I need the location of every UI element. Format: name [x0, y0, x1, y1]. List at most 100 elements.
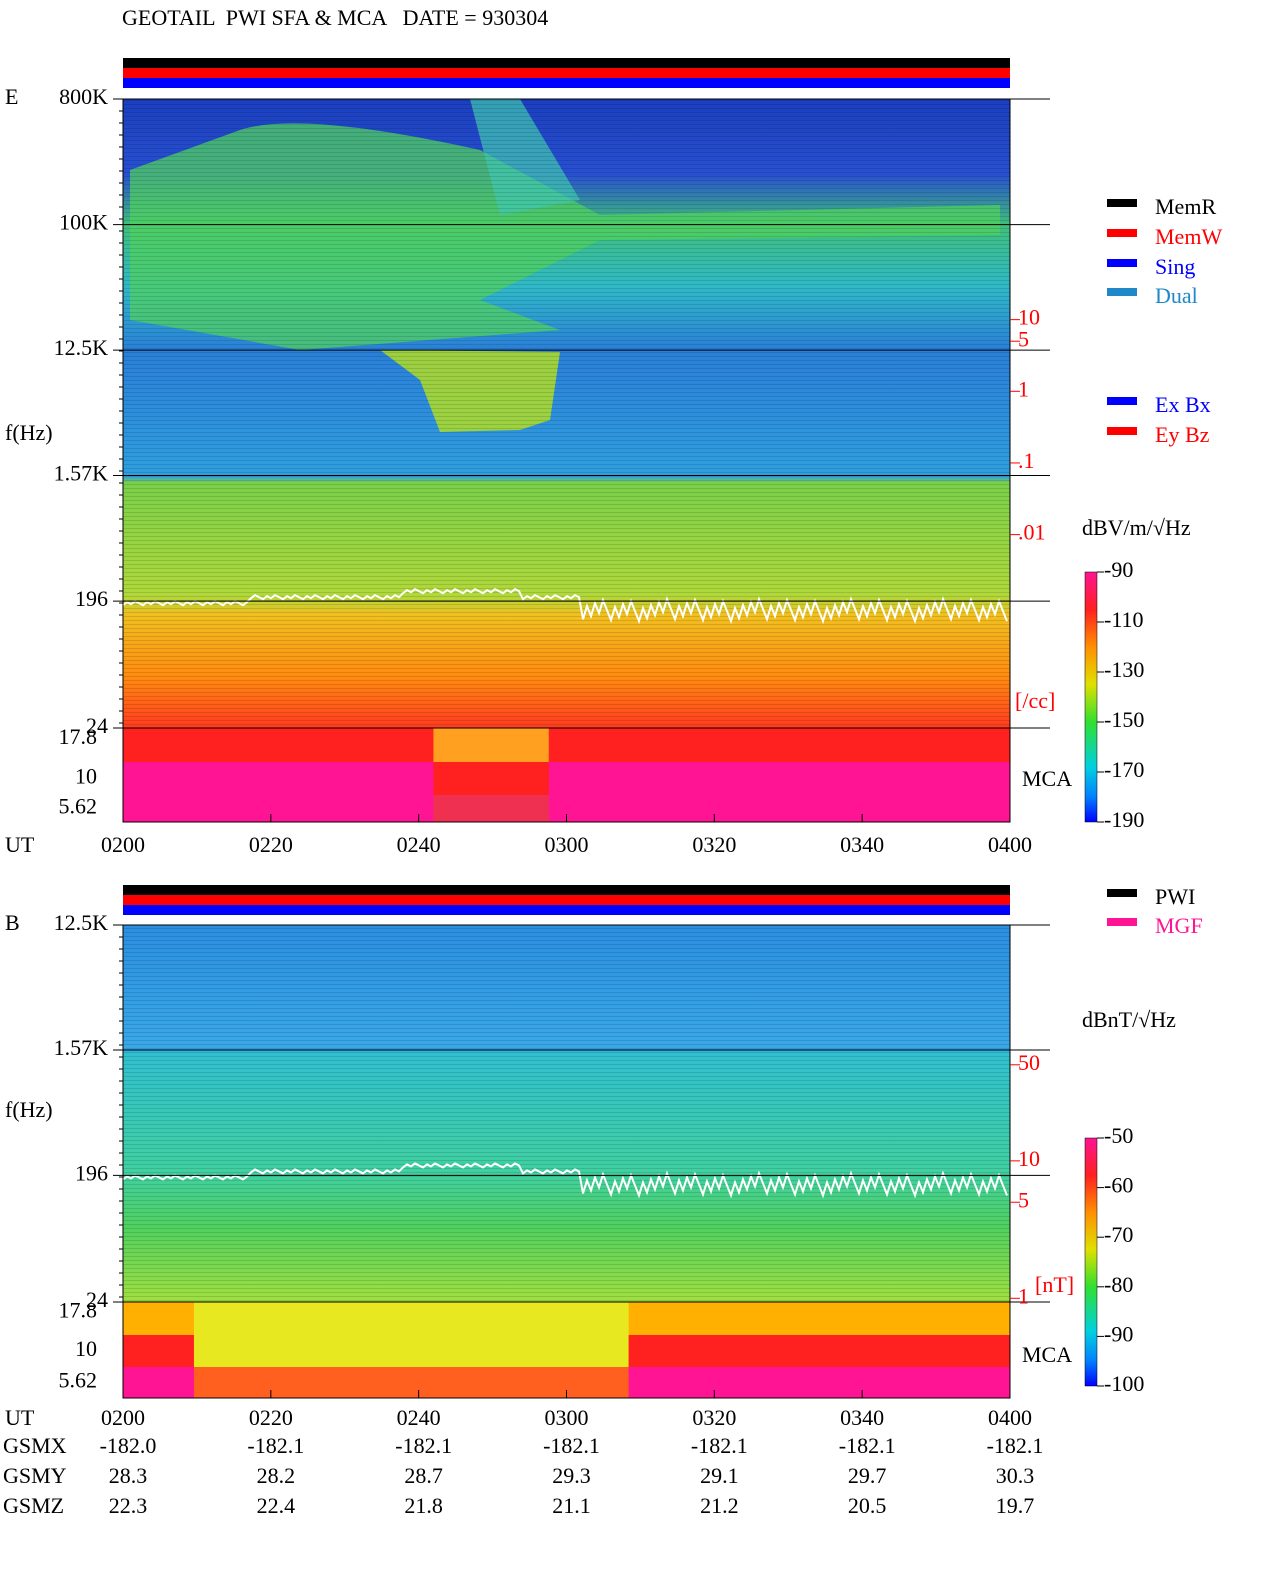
legend-swatch: [1107, 397, 1137, 405]
colorbar-tick-label: -60: [1104, 1173, 1133, 1198]
colorbar-tick-label: -100: [1104, 1371, 1144, 1396]
orbit-label: GSMX: [3, 1433, 67, 1458]
x-tick-label: 0320: [692, 1405, 736, 1430]
status-bar: [123, 905, 1010, 915]
orbit-value: 28.7: [404, 1463, 443, 1488]
x-tick-label: 0200: [101, 1405, 145, 1430]
x-axis-label: UT: [5, 832, 35, 857]
mca-cell: [123, 728, 1010, 762]
x-tick-label: 0300: [545, 1405, 589, 1430]
y-tick-label: 196: [75, 1160, 108, 1185]
texture: [123, 99, 1010, 728]
colorbar-tick-label: -50: [1104, 1123, 1133, 1148]
y2-tick-label: 50: [1018, 1050, 1040, 1075]
orbit-value: 21.2: [700, 1493, 739, 1518]
texture: [123, 925, 1010, 1302]
mca-tick-label: 17.8: [59, 724, 98, 749]
orbit-value: 28.2: [257, 1463, 296, 1488]
y-tick-label: 24: [86, 713, 108, 738]
x-tick-label: 0400: [988, 832, 1032, 857]
colorbar: [1084, 571, 1098, 823]
orbit-value: 21.8: [404, 1493, 443, 1518]
legend-label: Ey Bz: [1155, 422, 1210, 447]
x-tick-label: 0200: [101, 832, 145, 857]
legend-swatch: [1107, 918, 1137, 926]
x-axis-label: UT: [5, 1405, 35, 1430]
plasma-line: [122, 587, 1008, 625]
x-tick-label: 0340: [840, 832, 884, 857]
x-tick-label: 0300: [545, 832, 589, 857]
colorbar-tick-label: -150: [1104, 707, 1144, 732]
orbit-value: 29.3: [552, 1463, 591, 1488]
y2-unit: [nT]: [1035, 1272, 1074, 1297]
legend-label: Ex Bx: [1155, 392, 1211, 417]
orbit-value: 20.5: [848, 1493, 887, 1518]
legend-label: Dual: [1155, 283, 1198, 308]
mca-tick-label: 10: [75, 764, 97, 789]
mca-cell: [433, 728, 549, 762]
legend-label: MGF: [1155, 913, 1203, 938]
y-tick-label: 1.57K: [54, 1035, 109, 1060]
orbit-value: -182.1: [395, 1433, 452, 1458]
y2-tick-label: .1: [1018, 448, 1035, 473]
x-tick-label: 0240: [397, 832, 441, 857]
orbit-label: GSMZ: [3, 1493, 64, 1518]
y2-tick-label: 5: [1018, 326, 1029, 351]
mca-tick-label: 17.8: [59, 1298, 98, 1323]
legend-label: MemW: [1155, 224, 1222, 249]
y2-unit: [/cc]: [1015, 688, 1055, 713]
mca-tick-label: 5.62: [59, 794, 98, 819]
legend-label: MemR: [1155, 194, 1216, 219]
y-tick-label: 12.5K: [54, 335, 109, 360]
status-bar: [123, 58, 1010, 68]
orbit-value: -182.1: [247, 1433, 304, 1458]
y-tick-label: 196: [75, 586, 108, 611]
colorbar-label: dBnT/√Hz: [1082, 1007, 1176, 1032]
legend-label: PWI: [1155, 884, 1195, 909]
mca-cell: [123, 762, 1010, 795]
mca-tick-label: 5.62: [59, 1368, 98, 1393]
status-bar: [123, 885, 1010, 895]
colorbar-tick-label: -90: [1104, 557, 1133, 582]
orbit-value: -182.1: [839, 1433, 896, 1458]
orbit-value: 22.4: [257, 1493, 296, 1518]
legend-swatch: [1107, 288, 1137, 296]
colorbar-label: dBV/m/√Hz: [1082, 515, 1191, 540]
legend-label: Sing: [1155, 254, 1195, 279]
status-bar: [123, 78, 1010, 88]
panel-label: B: [5, 910, 20, 935]
y2-tick-label: .01: [1018, 520, 1046, 545]
mca-tick-label: 10: [75, 1336, 97, 1361]
legend-swatch: [1107, 427, 1137, 435]
y2-tick-label: 1: [1018, 1283, 1029, 1308]
mca-cell: [433, 795, 549, 822]
legend-swatch: [1107, 199, 1137, 207]
title: GEOTAIL PWI SFA & MCA DATE = 930304: [122, 5, 548, 30]
orbit-value: -182.1: [987, 1433, 1044, 1458]
y-axis-label: f(Hz): [5, 420, 53, 445]
status-bar: [123, 895, 1010, 905]
x-tick-label: 0240: [397, 1405, 441, 1430]
colorbar: [1084, 1137, 1098, 1387]
colorbar-tick-label: -190: [1104, 807, 1144, 832]
mca-cell: [193, 1335, 629, 1367]
orbit-value: -182.1: [691, 1433, 748, 1458]
orbit-value: 28.3: [109, 1463, 148, 1488]
y-tick-label: 24: [86, 1287, 108, 1312]
y2-tick-label: 1: [1018, 376, 1029, 401]
status-bar: [123, 68, 1010, 78]
x-tick-label: 0220: [249, 1405, 293, 1430]
legend-swatch: [1107, 229, 1137, 237]
mca-cell: [193, 1367, 629, 1398]
colorbar-tick-label: -110: [1104, 607, 1144, 632]
y-tick-label: 1.57K: [54, 461, 109, 486]
colorbar-tick-label: -80: [1104, 1272, 1133, 1297]
plasma-line: [122, 1162, 1008, 1199]
mca-label: MCA: [1022, 1342, 1072, 1367]
mca-cell: [433, 762, 549, 795]
legend-swatch: [1107, 889, 1137, 897]
orbit-value: -182.0: [100, 1433, 157, 1458]
mca-cell: [193, 1302, 629, 1335]
y2-tick-label: 10: [1018, 1146, 1040, 1171]
